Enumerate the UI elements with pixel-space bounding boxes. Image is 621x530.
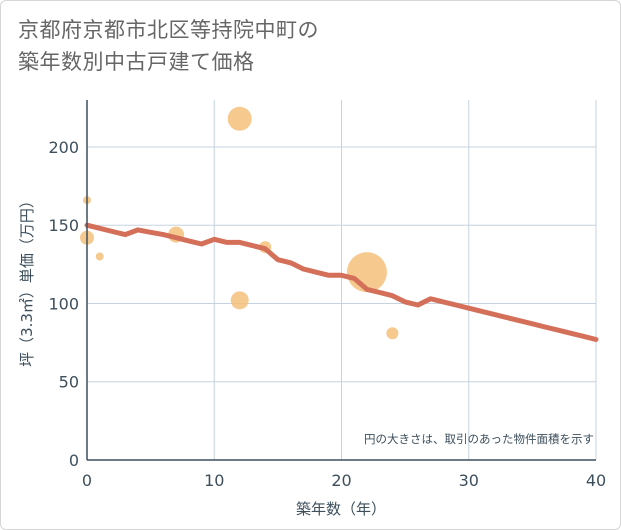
x-axis-title: 築年数（年） [296, 500, 386, 518]
x-tick-label: 20 [331, 471, 351, 490]
trend-line [84, 222, 599, 342]
axes [86, 100, 596, 461]
chart-title-line-1: 京都府京都市北区等持院中町の [18, 18, 319, 42]
tick-labels: 0 10 20 30 40 0 50 100 150 200 [48, 138, 606, 490]
y-tick-label: 200 [48, 138, 79, 157]
y-tick-label: 0 [69, 451, 79, 470]
chart-title: 京都府京都市北区等持院中町の 築年数別中古戸建て価格 [18, 14, 319, 78]
x-tick-label: 0 [82, 471, 92, 490]
x-tick-label: 30 [459, 471, 479, 490]
x-tick-label: 10 [204, 471, 224, 490]
grid-lines [87, 100, 597, 460]
chart-title-line-2: 築年数別中古戸建て価格 [18, 50, 255, 74]
data-bubble [386, 327, 399, 340]
y-tick-label: 100 [48, 294, 79, 313]
data-bubble [95, 252, 104, 261]
data-bubble [227, 106, 252, 131]
y-tick-label: 150 [48, 216, 79, 235]
data-bubble [230, 291, 249, 310]
x-tick-label: 40 [586, 471, 606, 490]
y-tick-label: 50 [59, 373, 79, 392]
trend-line-layer [84, 222, 599, 342]
transaction-bubbles [80, 106, 399, 340]
y-axis-title: 坪（3.3㎡）単価（万円） [18, 193, 36, 367]
bubble-size-note: 円の大きさは、取引のあった物件面積を示す [364, 432, 594, 446]
